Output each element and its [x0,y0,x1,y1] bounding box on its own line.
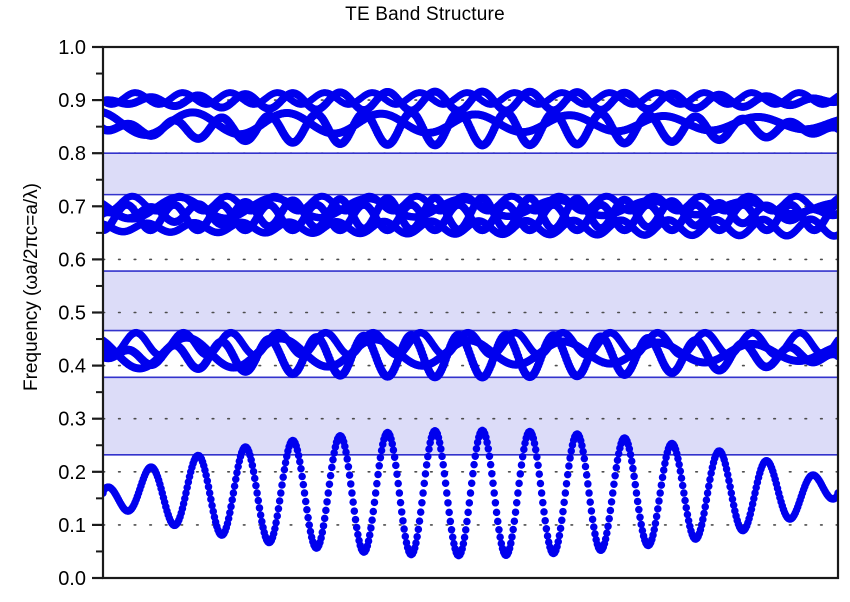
y-tick-label: 0.5 [58,303,86,325]
y-tick-label: 0.9 [58,90,86,112]
band-curve-band-11 [103,108,838,139]
y-tick-label: 0.3 [58,409,86,431]
band-curve-band-1 [103,426,838,560]
y-tick-label: 0.8 [58,143,86,165]
band-curves-group [103,87,838,560]
y-tick-label: 0.0 [58,568,86,590]
band-curve-band-4 [103,328,838,359]
y-tick-label: 0.6 [58,249,86,271]
page-title: TE Band Structure [345,4,505,25]
y-tick-label: 0.4 [58,356,86,378]
band-curve-band-9 [103,215,838,240]
band-curve-band-8 [103,192,838,215]
y-tick-label: 1.0 [58,37,86,59]
band-gap-region-gap-3 [103,153,838,195]
band-curve-band-13 [103,89,838,108]
band-gap-region-gap-2 [103,271,838,331]
y-tick-label: 0.7 [58,196,86,218]
band-gap-region-gap-1 [103,377,838,455]
y-tick-label: 0.1 [58,515,86,537]
y-tick-label: 0.2 [58,462,86,484]
